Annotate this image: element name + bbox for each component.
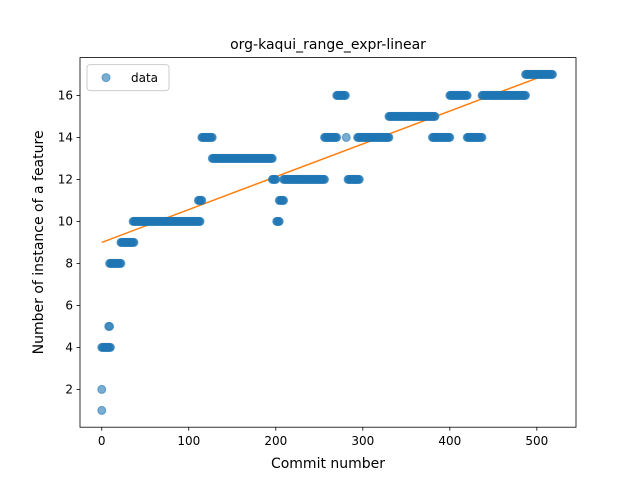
fit-line-layer: [101, 71, 553, 244]
x-tick-label: 200: [264, 434, 287, 448]
y-tick-label: 16: [58, 89, 73, 103]
data-points: [97, 69, 558, 415]
y-tick-label: 12: [58, 173, 73, 187]
plot-area: [80, 57, 576, 428]
data-point: [279, 195, 289, 205]
fit-line: [101, 71, 553, 244]
x-axis: 0 100 200 300 400 500: [98, 427, 548, 448]
data-point: [477, 132, 487, 142]
y-tick-label: 10: [58, 215, 73, 229]
y-tick-label: 4: [65, 341, 73, 355]
x-tick-label: 0: [98, 434, 106, 448]
data-point: [521, 90, 531, 100]
chart-title: org-kaqui_range_expr-linear: [230, 37, 426, 53]
data-point: [384, 132, 394, 142]
data-point: [320, 174, 330, 184]
data-point: [445, 132, 455, 142]
x-tick-label: 500: [525, 434, 548, 448]
data-point: [129, 237, 139, 247]
data-point: [195, 216, 205, 226]
data-point: [267, 153, 277, 163]
legend-marker: [101, 73, 111, 83]
y-axis: 2 4 6 8 10 12 14 16: [58, 89, 80, 397]
x-tick-label: 300: [351, 434, 374, 448]
y-tick-label: 2: [65, 383, 73, 397]
data-point: [548, 69, 558, 79]
y-tick-label: 8: [65, 257, 73, 271]
plot-frame: [79, 57, 577, 428]
data-point: [116, 258, 126, 268]
data-point: [105, 321, 115, 331]
legend-label-data: data: [131, 71, 158, 85]
data-point: [271, 174, 281, 184]
data-point: [105, 342, 115, 352]
data-point: [341, 132, 351, 142]
data-point: [274, 216, 284, 226]
x-tick-label: 400: [438, 434, 461, 448]
data-point: [430, 111, 440, 121]
data-point: [97, 405, 107, 415]
data-point: [197, 195, 207, 205]
legend: data: [86, 64, 170, 92]
x-tick-label: 100: [177, 434, 200, 448]
data-point: [332, 132, 342, 142]
data-point: [462, 90, 472, 100]
y-tick-label: 14: [58, 131, 73, 145]
data-point: [340, 90, 350, 100]
data-point: [354, 174, 364, 184]
y-axis-label: Number of instance of a feature: [31, 130, 47, 354]
legend-box: [86, 64, 170, 92]
data-point: [97, 384, 107, 394]
x-axis-label: Commit number: [271, 456, 385, 472]
data-point: [207, 132, 217, 142]
y-tick-label: 6: [65, 299, 73, 313]
